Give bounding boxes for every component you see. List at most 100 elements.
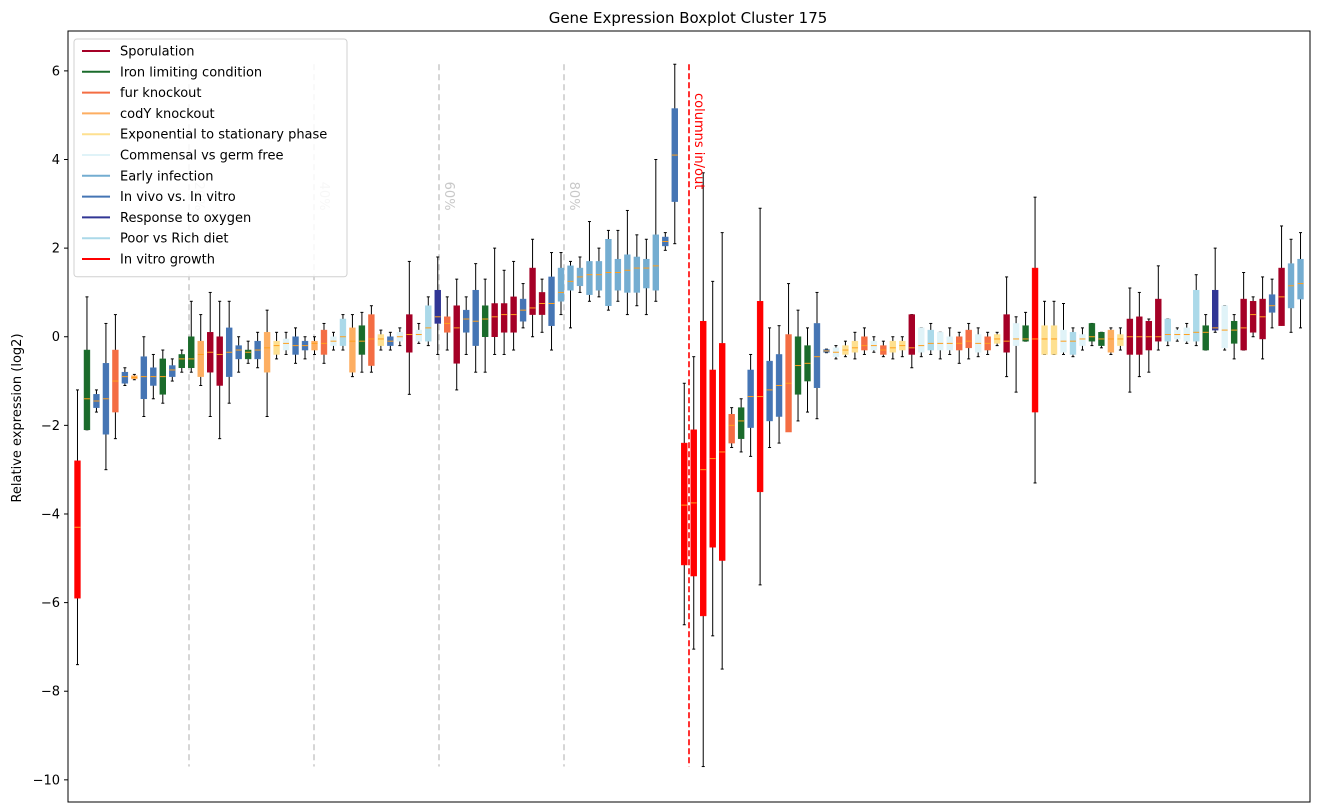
box-body [188,336,195,369]
box-48 [529,238,536,338]
box-body [169,365,176,377]
box-104 [1060,303,1067,355]
box-38 [434,256,441,355]
y-tick-label: −2 [41,419,60,434]
box-46 [510,260,517,351]
box-body [1268,294,1276,313]
legend-label: Response to oxygen [120,211,251,226]
box-body [349,327,356,373]
box-58 [624,209,631,316]
y-tick-label: 0 [52,330,60,345]
box-54 [586,221,593,302]
y-tick-label: −6 [41,596,60,611]
box-83 [861,327,868,355]
box-body [453,305,460,364]
box-111 [1126,287,1134,393]
legend-label: Early infection [120,169,213,184]
box-body [178,354,185,369]
box-97 [993,331,1001,347]
box-127 [1278,225,1285,326]
box-8 [150,353,157,400]
box-107 [1088,322,1096,347]
box-105 [1069,327,1077,358]
box-body [624,254,631,293]
box-49 [538,278,546,333]
box-body [1012,323,1020,346]
box-91 [937,331,944,360]
legend-frame [73,38,348,278]
cut-label: columns in/out [691,93,706,189]
box-52 [567,260,574,329]
box-body [1022,325,1029,342]
y-axis-label: Relative expression (log2) [10,333,25,502]
box-body [320,329,328,355]
box-body [965,329,972,349]
box-25 [311,336,318,355]
box-61 [652,159,660,302]
box-19 [254,331,261,369]
box-11 [178,349,185,373]
box-1 [83,296,91,431]
box-72 [756,207,764,586]
box-7 [140,336,148,417]
box-body [1088,323,1096,342]
box-body [415,329,422,342]
box-body [766,360,773,422]
box-23 [292,327,299,364]
box-body [1212,289,1219,331]
box-20 [263,309,271,417]
box-body [813,323,821,388]
box-27 [330,331,337,351]
box-body [1041,325,1048,355]
box-body [121,371,129,384]
box-3 [102,322,110,471]
box-99 [1012,316,1020,393]
box-82 [851,331,859,360]
box-body [500,303,508,333]
box-body [311,340,318,351]
box-body [273,340,280,355]
box-body [1297,258,1304,300]
box-47 [519,283,527,329]
box-body [1155,298,1162,342]
box-15 [216,300,223,440]
box-89 [918,327,925,358]
box-112 [1136,291,1143,378]
box-14 [207,291,214,417]
box-55 [595,247,603,298]
box-9 [159,349,166,404]
box-body [244,349,252,360]
box-88 [908,314,915,369]
legend-label: fur knockout [120,86,202,101]
box-13 [197,314,204,386]
box-41 [463,296,470,355]
box-17 [235,336,242,373]
box-53 [576,256,584,293]
box-79 [823,348,830,354]
box-85 [880,340,887,358]
box-body [1050,325,1058,355]
box-124 [1249,296,1257,338]
legend-label: Iron limiting condition [120,65,262,80]
box-18 [244,340,252,364]
y-tick-label: 6 [52,64,60,79]
box-body [595,261,603,291]
box-body [368,314,375,366]
box-31 [368,305,375,373]
box-body [282,338,290,351]
box-73 [766,327,773,449]
box-body [83,349,91,431]
legend-label: Exponential to stationary phase [120,128,327,143]
box-body [472,289,479,346]
box-51 [557,252,565,316]
box-119 [1202,314,1209,351]
box-126 [1268,278,1276,329]
box-body [1202,325,1209,351]
box-2 [93,389,100,413]
box-30 [358,311,366,373]
box-body [1136,316,1143,355]
legend-label: Poor vs Rich diet [120,232,228,247]
box-120 [1212,247,1219,333]
box-body [1193,289,1200,342]
box-129 [1297,232,1304,329]
